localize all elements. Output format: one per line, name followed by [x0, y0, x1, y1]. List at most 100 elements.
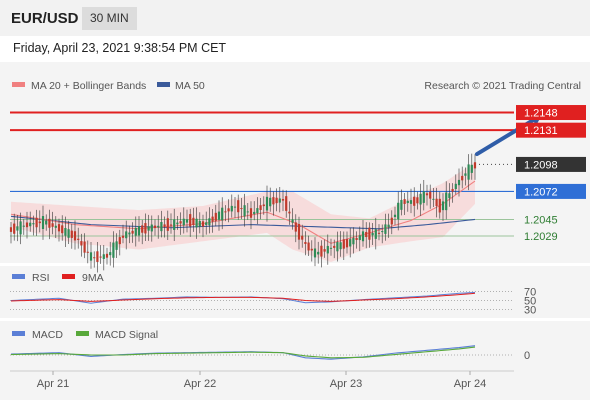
candle-body	[390, 217, 393, 225]
resistance-level-tag	[516, 105, 586, 121]
candle-body	[429, 191, 432, 199]
candle-body	[352, 237, 355, 245]
candle-body	[253, 211, 256, 215]
candle-body	[77, 238, 80, 240]
candle-body	[64, 228, 67, 236]
candle-body	[96, 251, 99, 262]
candle-body	[288, 211, 291, 214]
candle-body	[269, 197, 272, 207]
candle-body	[19, 221, 22, 235]
candle-body	[457, 179, 461, 186]
candle-body	[272, 197, 275, 205]
macd-legend-label: MACD	[32, 329, 63, 341]
support-level-label: 1.2029	[524, 231, 558, 243]
candle-body	[291, 219, 294, 223]
rsi-legend-swatch	[12, 274, 25, 279]
candle-body	[115, 241, 118, 250]
candle-body	[147, 226, 150, 231]
candle-body	[384, 224, 387, 234]
candle-body	[358, 235, 361, 241]
candle-body	[150, 224, 153, 232]
candle-body	[16, 226, 19, 231]
symbol-title: EUR/USD	[11, 10, 79, 27]
candle-body	[403, 199, 406, 204]
candle-body	[365, 231, 368, 238]
candle-body	[435, 198, 438, 207]
candle-body	[169, 224, 173, 226]
candle-body	[217, 211, 221, 220]
candle-body	[397, 202, 400, 220]
candle-body	[51, 223, 54, 227]
candle-body	[464, 173, 467, 176]
candle-body	[461, 175, 464, 181]
bollinger-band	[11, 162, 475, 262]
candle-body	[438, 198, 441, 213]
candle-body	[13, 223, 16, 234]
candle-body	[160, 221, 163, 232]
candle-body	[25, 222, 29, 228]
candle-body	[121, 235, 125, 238]
candle-body	[208, 218, 211, 226]
candle-body	[368, 227, 371, 240]
candle-body	[109, 252, 112, 256]
candle-body	[134, 227, 137, 236]
candle-body	[349, 239, 352, 247]
candle-body	[259, 205, 262, 211]
candle-body	[313, 248, 317, 258]
resistance-level-label: 1.2148	[524, 108, 558, 120]
candle-body	[125, 231, 128, 239]
rsi-legend-label: RSI	[32, 272, 50, 284]
candle-body	[153, 225, 157, 229]
candle-body	[102, 254, 105, 259]
candle-body	[329, 247, 333, 249]
ma50-legend-label: MA 50	[175, 80, 205, 92]
candle-body	[422, 191, 425, 203]
candle-body	[317, 251, 320, 255]
candle-body	[89, 252, 93, 261]
ma20-legend-swatch	[12, 82, 25, 87]
candle-body	[144, 223, 147, 234]
candle-body	[409, 200, 413, 204]
candle-body	[342, 239, 345, 249]
candle-body	[454, 183, 457, 190]
candle-body	[237, 200, 240, 213]
candle-body	[249, 208, 253, 218]
candle-body	[413, 196, 416, 206]
candle-body	[445, 192, 448, 211]
candle-body	[307, 242, 310, 251]
candle-body	[211, 216, 214, 222]
candle-body	[173, 219, 176, 230]
candle-body	[41, 216, 45, 229]
candle-body	[281, 199, 285, 201]
pivot-level-tag	[516, 183, 586, 199]
candle-body	[128, 232, 131, 235]
ma50-line	[10, 215, 476, 230]
candle-body	[48, 218, 51, 228]
candle-body	[243, 205, 246, 217]
last-level-tag	[516, 156, 586, 172]
candle-body	[73, 231, 77, 241]
candle-body	[45, 220, 48, 225]
candle-body	[201, 221, 205, 227]
candle-body	[99, 256, 102, 258]
candle-body	[137, 226, 141, 236]
candle-body	[310, 248, 313, 251]
candle-body	[336, 242, 339, 252]
timeframe-button[interactable]: 30 MIN	[82, 7, 137, 30]
candle-body	[61, 225, 64, 234]
rsi-level-label: 50	[524, 296, 536, 308]
candle-body	[214, 212, 217, 221]
candle-body	[374, 229, 377, 239]
candle-body	[371, 232, 374, 236]
candle-body	[221, 207, 224, 221]
candle-body	[262, 204, 265, 207]
candle-body	[195, 218, 198, 228]
macd-zero-label: 0	[524, 350, 530, 362]
support-level-label: 1.2045	[524, 214, 558, 226]
candle-body	[29, 222, 32, 227]
candle-body	[83, 241, 86, 253]
candle-body	[361, 231, 365, 242]
candle-body	[406, 200, 409, 204]
candle-body	[416, 197, 419, 204]
candle-body	[278, 198, 281, 203]
